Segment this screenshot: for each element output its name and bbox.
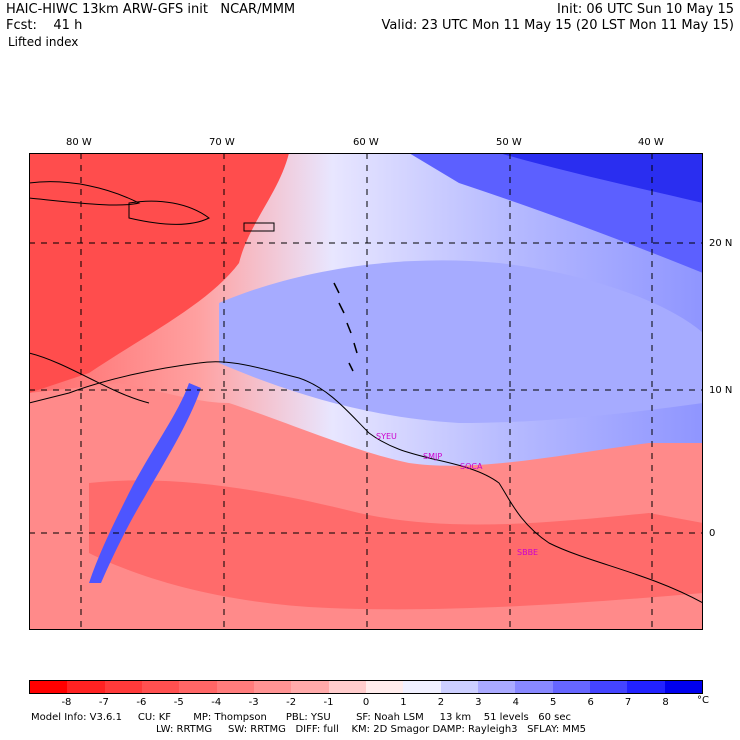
colorbar-swatch	[30, 681, 68, 693]
colorbar-tick-label: -7	[98, 697, 109, 708]
init-time: Init: 06 UTC Sun 10 May 15	[557, 2, 734, 17]
colorbar-unit: °C	[697, 695, 709, 706]
cuba-coastline	[29, 181, 141, 206]
colorbar-swatch	[253, 681, 292, 693]
valid-time: Valid: 23 UTC Mon 11 May 15 (20 LST Mon …	[381, 18, 734, 33]
lat-label-0: 0	[709, 528, 716, 539]
station-smjp: SMJP	[423, 452, 442, 461]
colorbar-swatch	[141, 681, 180, 693]
colorbar-swatch	[440, 681, 478, 693]
lat-label-10n: 10 N	[709, 385, 733, 396]
colorbar-tick-label: 0	[362, 697, 370, 708]
lon-label-70w: 70 W	[209, 137, 235, 148]
colorbar-swatch	[403, 681, 441, 693]
station-sbbe: SBBE	[517, 548, 538, 557]
colorbar-tick-label: -5	[173, 697, 184, 708]
colorbar-swatch	[627, 681, 665, 693]
central-stable-area	[219, 260, 703, 423]
lat-label-20n: 20 N	[709, 238, 733, 249]
antilles-islands	[333, 282, 358, 372]
colorbar-swatch	[67, 681, 105, 693]
station-soca: SOCA	[460, 462, 483, 471]
colorbar-tick-label: -6	[136, 697, 147, 708]
colorbar-swatch	[104, 681, 142, 693]
chart-title: HAIC-HIWC 13km ARW-GFS init NCAR/MMM	[6, 2, 296, 17]
colorbar-swatch	[365, 681, 404, 693]
colorbar-tick-label: 3	[475, 697, 482, 708]
lon-label-50w: 50 W	[496, 137, 522, 148]
lon-label-40w: 40 W	[638, 137, 664, 148]
colorbar-swatch	[515, 681, 553, 693]
colorbar-tick-label: 6	[587, 697, 594, 708]
colorbar-tick-label: 5	[550, 697, 557, 708]
lifted-index-map: SYEU SMJP SOCA SBBE	[29, 153, 703, 630]
colorbar-tick-label: 1	[400, 697, 407, 708]
map-frame	[29, 153, 703, 630]
colorbar-swatch	[477, 681, 516, 693]
colorbar-swatch	[328, 681, 366, 693]
amazon-unstable-area	[89, 480, 703, 610]
colorbar-swatch	[552, 681, 590, 693]
hispaniola-coastline	[128, 200, 210, 225]
central-america-coastline	[29, 352, 150, 404]
model-info-line1: Model Info: V3.6.1 CU: KF MP: Thompson P…	[31, 712, 571, 723]
colorbar-swatch	[179, 681, 217, 693]
south-america-coastline	[29, 361, 703, 604]
lon-label-60w: 60 W	[353, 137, 379, 148]
colorbar-swatch	[589, 681, 628, 693]
colorbar-tick-label: -1	[323, 697, 334, 708]
colorbar	[29, 680, 703, 694]
colorbar-tick-label: -2	[286, 697, 297, 708]
colorbar-tick-label: 7	[624, 697, 632, 708]
station-syeu: SYEU	[376, 432, 397, 441]
graticule	[29, 153, 703, 630]
colorbar-tick-label: 2	[437, 697, 445, 708]
puerto-rico-coastline	[243, 222, 275, 232]
colorbar-tick-label: -3	[248, 697, 259, 708]
colorbar-tick-label: -4	[211, 697, 222, 708]
model-info-line2: LW: RRTMG SW: RRTMG DIFF: full KM: 2D Sm…	[156, 724, 586, 735]
colorbar-swatch	[216, 681, 254, 693]
colorbar-swatch	[291, 681, 329, 693]
colorbar-tick-label: 8	[662, 697, 669, 708]
colorbar-tick-label: 4	[512, 697, 519, 708]
forecast-hour: Fcst: 41 h	[6, 18, 83, 33]
field-name: Lifted index	[8, 35, 79, 49]
lon-label-80w: 80 W	[66, 137, 92, 148]
colorbar-tick-label: -8	[61, 697, 72, 708]
colorbar-swatch	[664, 681, 702, 693]
